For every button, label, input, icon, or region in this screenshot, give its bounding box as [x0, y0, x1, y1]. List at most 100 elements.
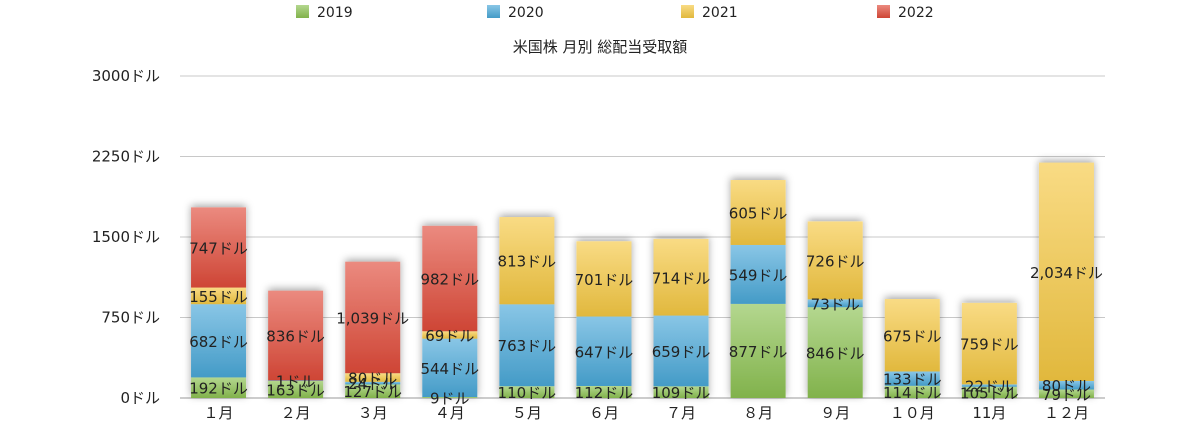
legend-label-2019: 2019 [317, 5, 353, 21]
data-label-2019-7: 877ドル [729, 343, 788, 361]
data-label-2021-11: 2,034ドル [1030, 264, 1103, 282]
bar-2020-7 [730, 244, 786, 304]
data-label-2020-10: 22ドル [965, 378, 1014, 396]
legend-label-2021: 2021 [702, 5, 738, 21]
bar-2020-1 [268, 380, 324, 381]
x-tick-label-7: ８月 [743, 404, 773, 422]
data-label-2019-5: 112ドル [575, 384, 634, 402]
bar-stack-7 [730, 180, 786, 398]
x-tick-label-2: ３月 [358, 404, 388, 422]
x-tick-label-3: ４月 [435, 404, 465, 422]
data-label-2020-7: 549ドル [729, 266, 788, 284]
bar-stack-4 [499, 217, 555, 398]
y-tick-label-1500: 1500ドル [92, 228, 160, 246]
data-label-2021-2: 80ドル [348, 369, 397, 387]
x-tick-label-9: １０月 [890, 404, 935, 422]
x-axis-ticks: １月 ２月 ３月 ４月 ５月 ６月 ７月 ８月 ９月 １０月 11月 １２月 [204, 404, 1089, 422]
y-tick-label-2250: 2250ドル [92, 148, 160, 166]
data-label-2019-4: 110ドル [498, 384, 557, 402]
bar-stack-8 [807, 221, 863, 398]
bars [191, 162, 1094, 398]
bar-2021-11 [1038, 162, 1094, 381]
bar-stack-6 [653, 238, 709, 398]
bar-2021-3 [422, 331, 478, 339]
data-label-2020-5: 647ドル [575, 343, 634, 361]
data-label-2019-2: 127ドル [343, 383, 402, 401]
data-label-2020-8: 73ドル [811, 295, 860, 313]
bar-2020-3 [422, 338, 478, 398]
chart-title: 米国株 月別 総配当受取額 [513, 38, 688, 56]
data-label-2019-3: 9ドル [430, 390, 470, 408]
bar-2021-5 [576, 241, 632, 317]
legend-label-2022: 2022 [898, 5, 934, 21]
bar-2020-11 [1038, 380, 1094, 390]
data-label-2020-0: 682ドル [189, 333, 248, 351]
bar-2022-2 [345, 261, 401, 374]
x-tick-label-10: 11月 [972, 404, 1006, 422]
x-tick-label-6: ７月 [666, 404, 696, 422]
data-label-2020-6: 659ドル [652, 343, 711, 361]
data-label-2019-10: 105ドル [960, 384, 1019, 402]
x-tick-label-11: １２月 [1044, 404, 1089, 422]
legend-label-2020: 2020 [508, 5, 544, 21]
data-label-2019-6: 109ドル [652, 384, 711, 402]
bar-2021-7 [730, 180, 786, 245]
x-tick-label-5: ６月 [589, 404, 619, 422]
data-label-2021-7: 605ドル [729, 204, 788, 222]
y-axis-ticks: 0ドル 750ドル 1500ドル 2250ドル 3000ドル [92, 67, 160, 407]
bar-2020-4 [499, 304, 555, 387]
x-tick-label-4: ５月 [512, 404, 542, 422]
legend-swatch-2020 [487, 5, 500, 18]
y-tick-label-3000: 3000ドル [92, 67, 160, 85]
bar-2019-11 [1038, 389, 1094, 398]
bar-2019-5 [576, 385, 632, 398]
bar-2019-3 [422, 397, 478, 398]
grid [180, 75, 1105, 399]
data-label-2022-0: 747ドル [189, 239, 248, 257]
bar-2019-9 [884, 385, 940, 398]
bar-2021-9 [884, 299, 940, 372]
data-label-2022-2: 1,039ドル [336, 309, 409, 327]
data-label-2020-11: 80ドル [1042, 377, 1091, 395]
bar-stack-1 [268, 290, 324, 398]
data-label-2019-11: 79ドル [1042, 386, 1091, 404]
bar-2021-4 [499, 217, 555, 305]
legend-swatch-2022 [877, 5, 890, 18]
x-tick-label-0: １月 [204, 404, 234, 422]
data-label-2021-10: 759ドル [960, 336, 1019, 354]
bar-2019-1 [268, 380, 324, 398]
data-label-2021-0: 155ドル [189, 288, 248, 306]
bar-2019-0 [191, 377, 247, 398]
bar-stack-0 [191, 207, 247, 398]
bar-stack-10 [961, 302, 1017, 398]
bar-2019-6 [653, 386, 709, 398]
data-label-2022-3: 982ドル [420, 271, 479, 289]
x-tick-label-8: ９月 [820, 404, 850, 422]
legend: 2019 2020 2021 2022 [296, 5, 934, 21]
data-label-2019-8: 846ドル [806, 345, 865, 363]
bar-2021-2 [345, 373, 401, 382]
bar-2021-8 [807, 221, 863, 300]
data-label-2019-0: 192ドル [189, 380, 248, 398]
data-label-2020-3: 544ドル [420, 360, 479, 378]
bar-stack-2 [345, 261, 401, 398]
bar-2020-6 [653, 315, 709, 387]
bar-2019-8 [807, 307, 863, 398]
legend-swatch-2019 [296, 5, 309, 18]
data-label-2021-5: 701ドル [575, 271, 634, 289]
y-tick-label-0: 0ドル [120, 389, 160, 407]
bar-2022-0 [191, 207, 247, 288]
bar-2019-10 [961, 386, 1017, 398]
data-label-2022-1: 836ドル [266, 328, 325, 346]
data-label-2020-4: 763ドル [498, 337, 557, 355]
bar-2019-7 [730, 303, 786, 398]
data-label-2019-1: 163ドル [266, 381, 325, 399]
bar-stack-9 [884, 299, 940, 398]
bar-2019-4 [499, 386, 555, 398]
bar-2020-2 [345, 381, 401, 385]
bar-2022-3 [422, 225, 478, 332]
legend-swatch-2021 [681, 5, 694, 18]
